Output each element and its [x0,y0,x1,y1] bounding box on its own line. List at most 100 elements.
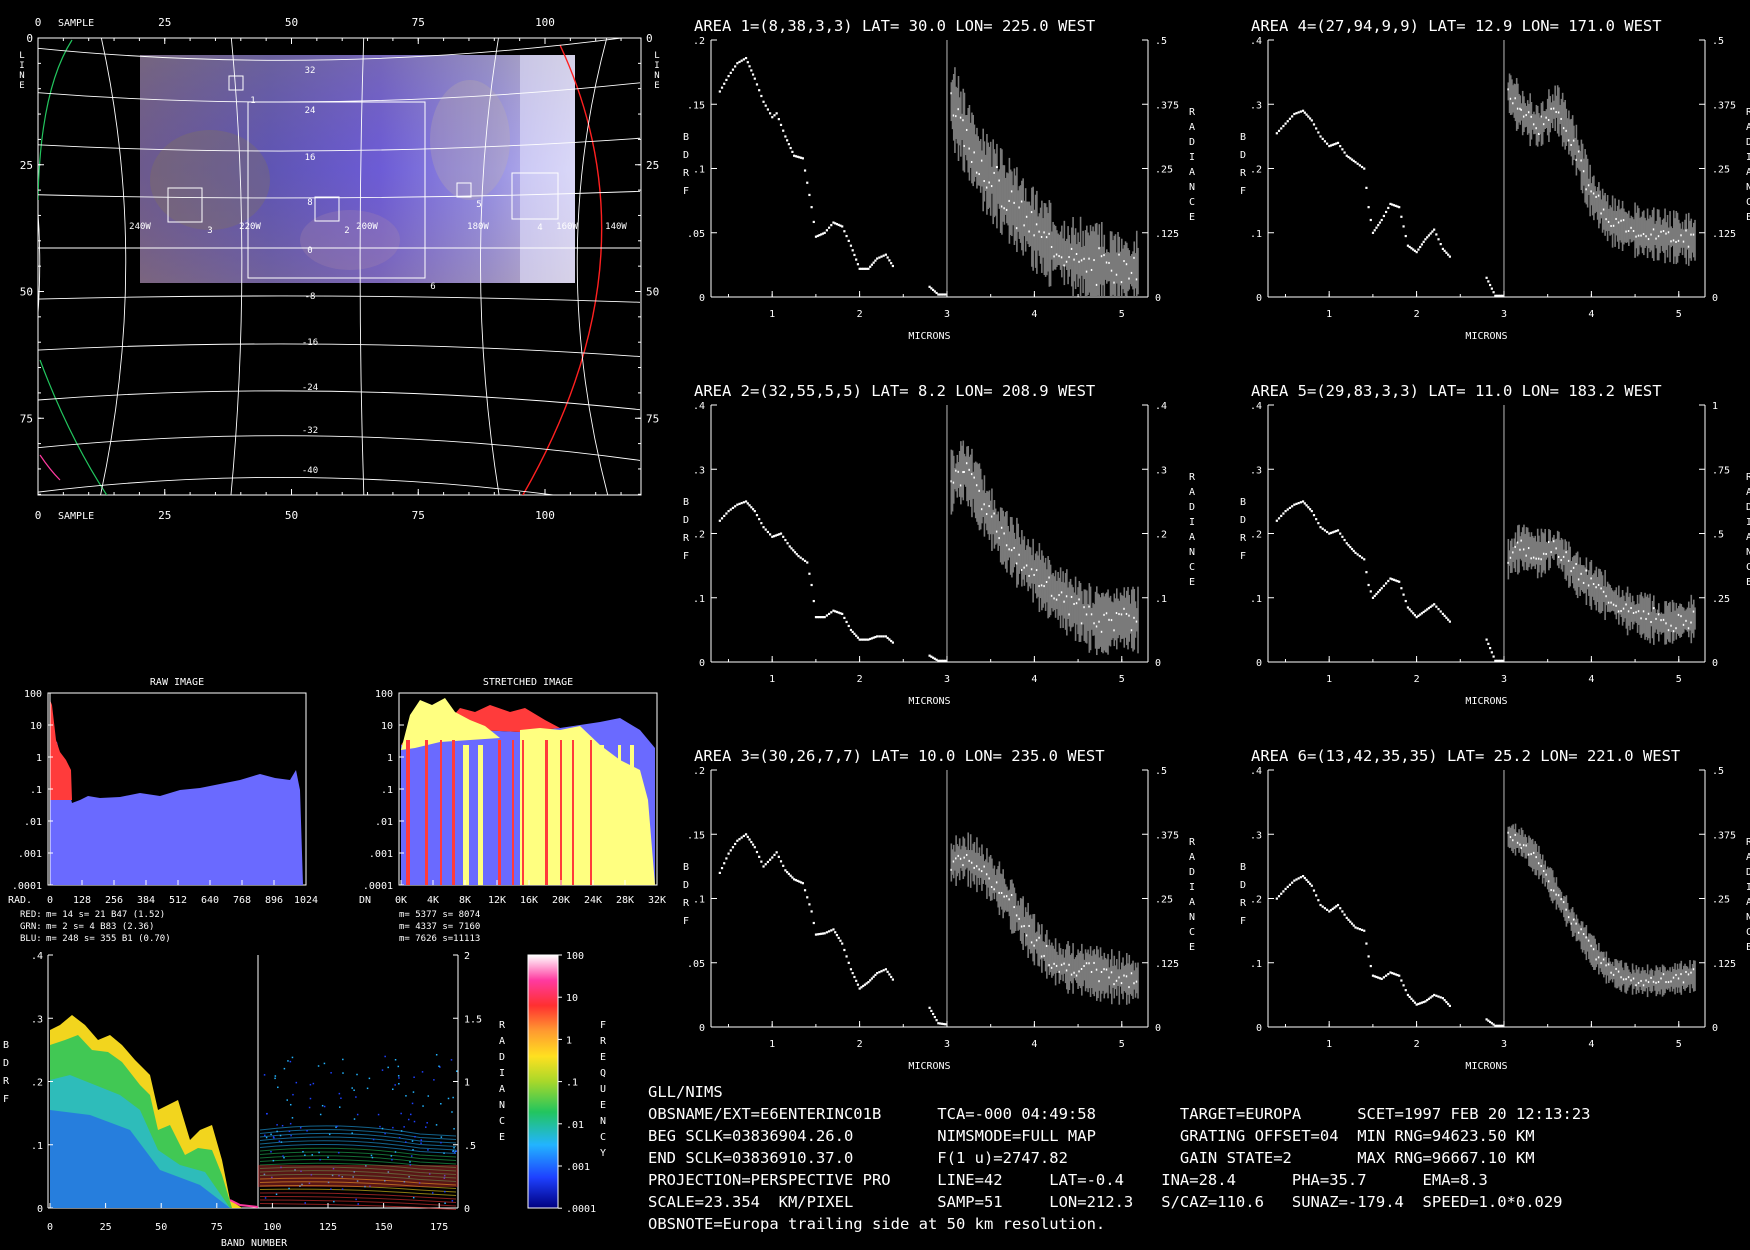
stretched-stripe [545,740,548,885]
bdrf-point [804,889,806,891]
radiance-label-char: C [1189,197,1195,208]
bdrf-tick: .3 [1250,465,1262,476]
radiance-label-char: I [1189,882,1195,893]
radiance-density-dot [340,1097,342,1099]
bdrf-point [1412,1000,1414,1002]
bdrf-point [1385,975,1387,977]
radiance-density-dot [327,1157,329,1159]
bdrf-point [1405,600,1407,602]
bdrf-point [1486,277,1488,279]
band-ylabel-char: F [3,1094,9,1105]
micron-label: MICRONS [908,331,950,342]
bdrf-point [760,95,762,97]
bdrf-point [748,838,750,840]
bdrf-label-char: R [683,168,690,179]
bdrf-point [790,147,792,149]
bdrf-point [1357,927,1359,929]
raw-x-tick: 384 [137,895,155,906]
bdrf-point [845,955,847,957]
meridian-line [97,20,126,510]
radiance-density-dot [405,1095,407,1097]
bdrf-point [1385,211,1387,213]
bdrf-point [1317,131,1319,133]
band-ylabel-char: R [3,1076,10,1087]
bdrf-point [1278,895,1280,897]
radiance-label-char: N [1189,547,1195,558]
radiance-tick: 0 [1712,658,1718,669]
bdrf-point [1402,984,1404,986]
band-y2label-char: N [499,1100,505,1111]
raw-stat: m= 14 s= 21 B47 (1.52) [46,910,165,920]
bdrf-point [930,1010,932,1012]
bdrf-tick: .15 [687,100,705,111]
bdrf-point [826,229,828,231]
bdrf-point [1315,894,1317,896]
bdrf-point [808,573,810,575]
bdrf-point [1383,976,1385,978]
radiance-density-dot [322,1105,324,1107]
radiance-tick: 0 [1712,293,1718,304]
bdrf-point [730,849,732,851]
bdrf-point [1370,965,1372,967]
raw-y-tick: .1 [30,785,42,796]
bdrf-tick: 0 [1256,1023,1262,1034]
bdrf-point [776,851,778,853]
bdrf-point [1400,587,1402,589]
bdrf-point [834,931,836,933]
bdrf-point [1282,890,1284,892]
radiance-density-dot [339,1093,341,1095]
bdrf-point [944,293,946,295]
radiance-density-dot [409,1161,411,1163]
bdrf-point [1426,236,1428,238]
radiance-density-dot [313,1083,315,1085]
area-number-4: 4 [537,223,542,233]
bdrf-tick: .4 [1250,36,1262,47]
stretched-y-tick: 10 [381,721,393,732]
radiance-label-char: C [1746,562,1750,573]
bdrf-point [771,856,773,858]
bdrf-point [1278,130,1280,132]
bdrf-point [878,256,880,258]
bdrf-tick: .05 [687,229,705,240]
micron-tick: 1 [1326,674,1332,685]
bdrf-point [723,515,725,517]
bdrf-point [1487,280,1489,282]
stretched-stripe [618,745,621,885]
radiance-label: RADIANCE [1746,837,1750,953]
band-x-tick: 50 [155,1222,167,1233]
bdrf-point [1447,254,1449,256]
bdrf-point [1280,515,1282,517]
bdrf-point [1419,246,1421,248]
radiance-label-char: A [1189,852,1195,863]
raw-y-tick: .0001 [12,881,42,892]
bdrf-point [734,65,736,67]
bdrf-point [824,232,826,234]
stretched-stripe [522,740,524,885]
radiance-density-dot [275,1075,277,1077]
micron-label: MICRONS [1465,331,1507,342]
stretched-stripe [440,740,442,885]
bdrf-point [750,506,752,508]
raw-y-tick: 1 [36,753,42,764]
radiance-density-dot [354,1118,356,1120]
bdrf-point [743,501,745,503]
line-tick: 0 [26,32,33,45]
bdrf-point [1287,508,1289,510]
bdrf-point [796,553,798,555]
raw-y-tick: 10 [30,721,42,732]
radiance-density-dot [384,1133,386,1135]
stretched-stat: m= 7626 s=11113 [399,934,480,944]
radiance-tick: .3 [1155,465,1167,476]
metadata-line: PROJECTION=PERSPECTIVE PRO LINE=42 LAT=-… [648,1171,1488,1189]
radiance-tick: .1 [1155,594,1167,605]
radiance-density-dot [296,1082,298,1084]
radiance-density-dot [310,1084,312,1086]
bdrf-point [830,611,832,613]
sample-axis-title: SAMPLE [58,18,94,29]
radiance-density-dot [284,1068,286,1070]
observation-metadata: GLL/NIMS OBSNAME/EXT=E6ENTERINC01B TCA=-0… [648,1083,1748,1248]
bdrf-point [811,584,813,586]
bdrf-label-char: R [1240,898,1247,909]
radiance-density-dot [412,1149,414,1151]
bdrf-point [1341,536,1343,538]
